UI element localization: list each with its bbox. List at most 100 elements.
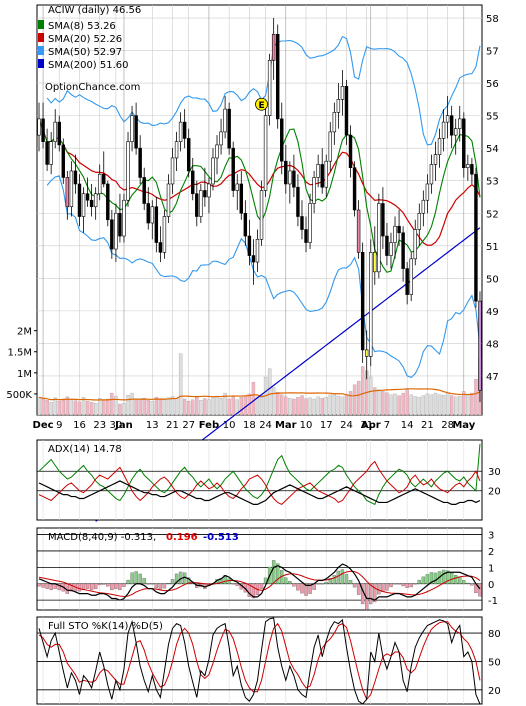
candle-body — [182, 121, 187, 139]
price-tick-label: 53 — [486, 177, 499, 188]
macd-histogram-bar — [235, 583, 239, 586]
volume-bar — [304, 398, 308, 416]
macd-hist-value: -0.513 — [203, 532, 239, 543]
x-tick-label: 21 — [166, 420, 179, 431]
macd-histogram-bar — [170, 579, 175, 584]
macd-histogram-bar — [146, 583, 150, 585]
panel-tick-label: 0 — [488, 580, 494, 591]
candle-body — [324, 160, 328, 188]
macd-histogram-bar — [332, 575, 337, 584]
volume-bar — [219, 397, 223, 416]
volume-bar — [360, 366, 365, 416]
candle-body — [146, 203, 150, 224]
x-tick-label: Apr — [361, 420, 381, 431]
macd-histogram-bar — [441, 569, 446, 584]
macd-histogram-bar — [348, 580, 353, 584]
candle-body — [421, 199, 426, 214]
volume-bar — [227, 398, 231, 416]
macd-histogram-bar — [162, 583, 167, 589]
candle-body — [417, 212, 422, 230]
candle-body — [118, 212, 122, 237]
sma8-line — [38, 118, 481, 273]
macd-line — [38, 563, 481, 601]
volume-bar — [223, 392, 227, 416]
volume-bar — [466, 394, 470, 416]
volume-bar — [203, 398, 207, 416]
volume-bar — [106, 398, 110, 416]
macd-histogram-bar — [433, 572, 438, 584]
volume-bar — [271, 387, 276, 416]
candle-body — [49, 141, 53, 165]
volume-bar — [300, 395, 304, 416]
volume-bar — [178, 353, 183, 416]
x-tick-label: 10 — [300, 420, 313, 431]
volume-bar — [421, 395, 426, 416]
volume-bar — [187, 400, 191, 416]
candle-body — [41, 118, 45, 142]
stoch-d-line — [38, 621, 481, 701]
macd-histogram-bar — [126, 579, 130, 584]
macd-signal-line — [38, 570, 481, 598]
candle-body — [142, 177, 146, 204]
x-tick-label: 28 — [441, 420, 454, 431]
panel-tick-label: 3 — [488, 531, 494, 542]
macd-histogram-bar — [393, 583, 397, 585]
candle-body — [449, 115, 454, 136]
candle-body — [308, 203, 312, 243]
volume-bar — [369, 376, 373, 416]
volume-bar — [449, 395, 454, 416]
candle-body — [154, 206, 159, 243]
price-tick-label: 55 — [486, 112, 499, 123]
volume-bar — [429, 394, 434, 416]
macd-histogram-bar — [389, 583, 393, 588]
legend-swatch — [38, 33, 44, 42]
plus-di-line — [38, 443, 481, 506]
volume-bar — [445, 392, 450, 416]
volume-bar — [454, 396, 458, 416]
candle-body — [102, 173, 106, 185]
candle-body — [364, 349, 369, 357]
minus-di-line — [38, 460, 481, 505]
candle-body — [275, 33, 280, 120]
macd-histogram-bar — [373, 583, 377, 603]
macd-histogram-bar — [458, 576, 462, 584]
macd-histogram-bar — [320, 583, 324, 585]
volume-bar — [425, 393, 430, 416]
candle-body — [478, 300, 482, 391]
macd-histogram-bar — [142, 578, 146, 584]
candle-body — [389, 242, 393, 256]
volume-bar — [126, 395, 130, 416]
volume-tick-label: 1.5M — [7, 348, 32, 359]
candle-body — [360, 252, 365, 351]
x-tick-label: 16 — [73, 420, 86, 431]
candle-body — [312, 177, 316, 204]
candle-body — [413, 229, 417, 260]
macd-histogram-bar — [304, 583, 308, 596]
volume-bar — [267, 368, 272, 416]
candle-body — [227, 108, 231, 149]
volume-bar — [441, 395, 446, 416]
x-tick-label: Jan — [114, 420, 133, 431]
volume-bar — [138, 399, 142, 416]
candle-body — [271, 33, 276, 61]
volume-bar — [296, 397, 300, 416]
candle-body — [267, 60, 272, 116]
candle-body — [433, 154, 438, 165]
candle-body — [441, 121, 446, 139]
macd-histogram-bar — [466, 582, 470, 584]
macd-histogram-bar — [397, 583, 401, 585]
volume-bar — [276, 392, 280, 416]
candle-body — [85, 193, 90, 201]
volume-bar — [162, 399, 167, 416]
candle-body — [304, 229, 308, 243]
macd-label: MACD(8,40,9) -0.313, — [48, 532, 156, 543]
x-tick-label: 27 — [182, 420, 195, 431]
macd-histogram-bar — [77, 583, 82, 592]
volume-bar — [259, 395, 264, 416]
volume-bar — [397, 395, 401, 416]
macd-histogram-bar — [369, 583, 373, 605]
volume-bar — [316, 396, 320, 416]
legend-label: SMA(50) 52.97 — [48, 47, 122, 58]
volume-bar — [89, 402, 94, 416]
